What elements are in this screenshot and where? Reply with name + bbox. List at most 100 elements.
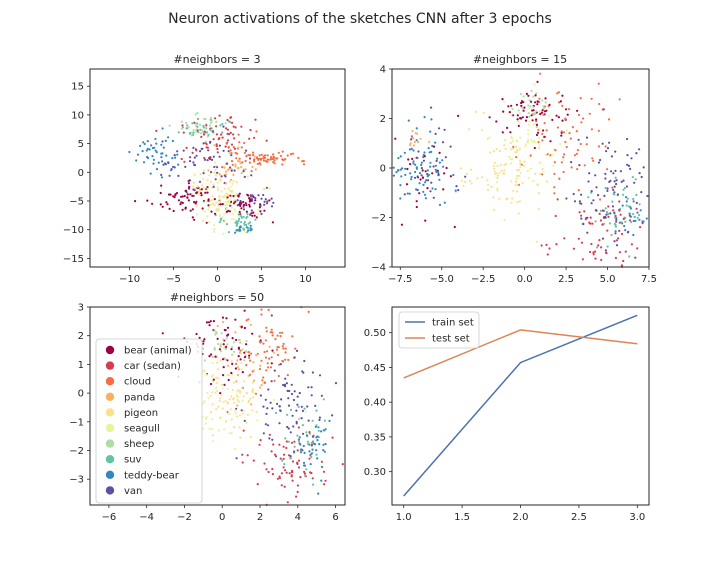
scatter-point [503,218,506,222]
scatter-point [267,308,270,311]
scatter-point [480,129,483,132]
scatter-point [322,443,325,446]
scatter-point [414,176,417,179]
scatter-point [248,356,251,359]
scatter-point [638,203,641,206]
scatter-point [486,188,489,191]
scatter-point [424,170,427,173]
scatter-point [606,187,609,190]
scatter-point [285,446,288,450]
scatter-point [209,200,212,203]
scatter-point [226,388,229,391]
scatter-point [632,200,635,203]
scatter-point [273,159,276,162]
scatter-point [596,246,599,249]
scatter-point [298,436,301,439]
scatter-point [279,457,282,460]
scatter-point [610,170,613,173]
scatter-point [395,171,398,174]
scatter-point [232,133,235,136]
scatter-point [639,209,642,212]
scatter-point [194,187,197,190]
scatter-point [219,203,222,206]
scatter-point [488,136,491,139]
scatter-point [492,196,495,199]
scatter-point [431,144,434,148]
scatter-point [249,213,252,216]
scatter-point [247,318,250,321]
scatter-point [191,122,194,125]
scatter-point [237,368,241,371]
scatter-point [240,386,243,389]
scatter-point [206,215,209,218]
scatter-point [311,448,314,451]
scatter-point [299,476,302,479]
scatter-point [239,358,242,361]
scatter-point [621,193,625,196]
scatter-point [231,337,234,340]
legend-marker [105,392,115,401]
accuracy-line-panel: 1.0 1.5 2.0 2.5 3.00.300.350.400.450.50 trai… [364,306,650,523]
scatter-point [291,460,295,463]
scatter-point [207,133,210,136]
scatter-point [180,127,183,130]
scatter-point [221,316,225,319]
scatter-point [208,221,211,224]
scatter-point [260,197,263,200]
scatter-point [288,472,291,475]
scatter-point [258,161,261,165]
scatter-point [504,162,507,165]
scatter-point [627,205,631,208]
scatter-point [287,404,291,407]
scatter-point [245,421,248,424]
scatter-point [539,161,542,164]
scatter-point [581,258,585,261]
scatter-point [263,209,266,212]
scatter-point [616,193,620,196]
legend-marker [105,470,115,479]
scatter-point [518,200,521,203]
scatter-point [295,409,298,412]
scatter-point [551,118,554,121]
y-tick-label: 0 [380,164,386,175]
scatter-point [291,414,294,417]
scatter-point [235,415,239,418]
scatter-point [640,175,643,179]
scatter-point [238,226,241,229]
scatter-point [172,165,175,168]
scatter-point [594,220,597,223]
legend-marker [105,377,115,386]
scatter-point [245,155,248,158]
scatter-point [626,154,629,157]
scatter-point [210,171,213,174]
scatter-point [238,217,241,220]
scatter-point [305,434,308,437]
scatter-point [457,114,460,117]
scatter-point [601,223,604,226]
scatter-point [238,192,241,195]
scatter-point [227,378,230,382]
scatter-point [514,151,517,154]
scatter-point [194,202,197,205]
scatter-point [557,91,561,94]
scatter-point [642,166,645,169]
scatter-point [225,345,228,348]
scatter-point [551,154,554,157]
scatter-point [189,193,192,196]
scatter-point [541,132,544,135]
scatter-point [146,147,149,150]
scatter-point [219,345,222,348]
scatter-point [165,154,168,157]
scatter-point [264,339,267,342]
scatter-point [315,409,318,412]
scatter-point [553,172,556,175]
scatter-point [250,197,254,201]
scatter-point [272,201,275,204]
scatter-point [252,396,255,399]
scatter-point [234,331,237,334]
scatter-point [331,414,334,417]
scatter-point [213,165,216,169]
scatter-point [202,133,206,136]
y-tick-label: 0 [78,168,84,179]
